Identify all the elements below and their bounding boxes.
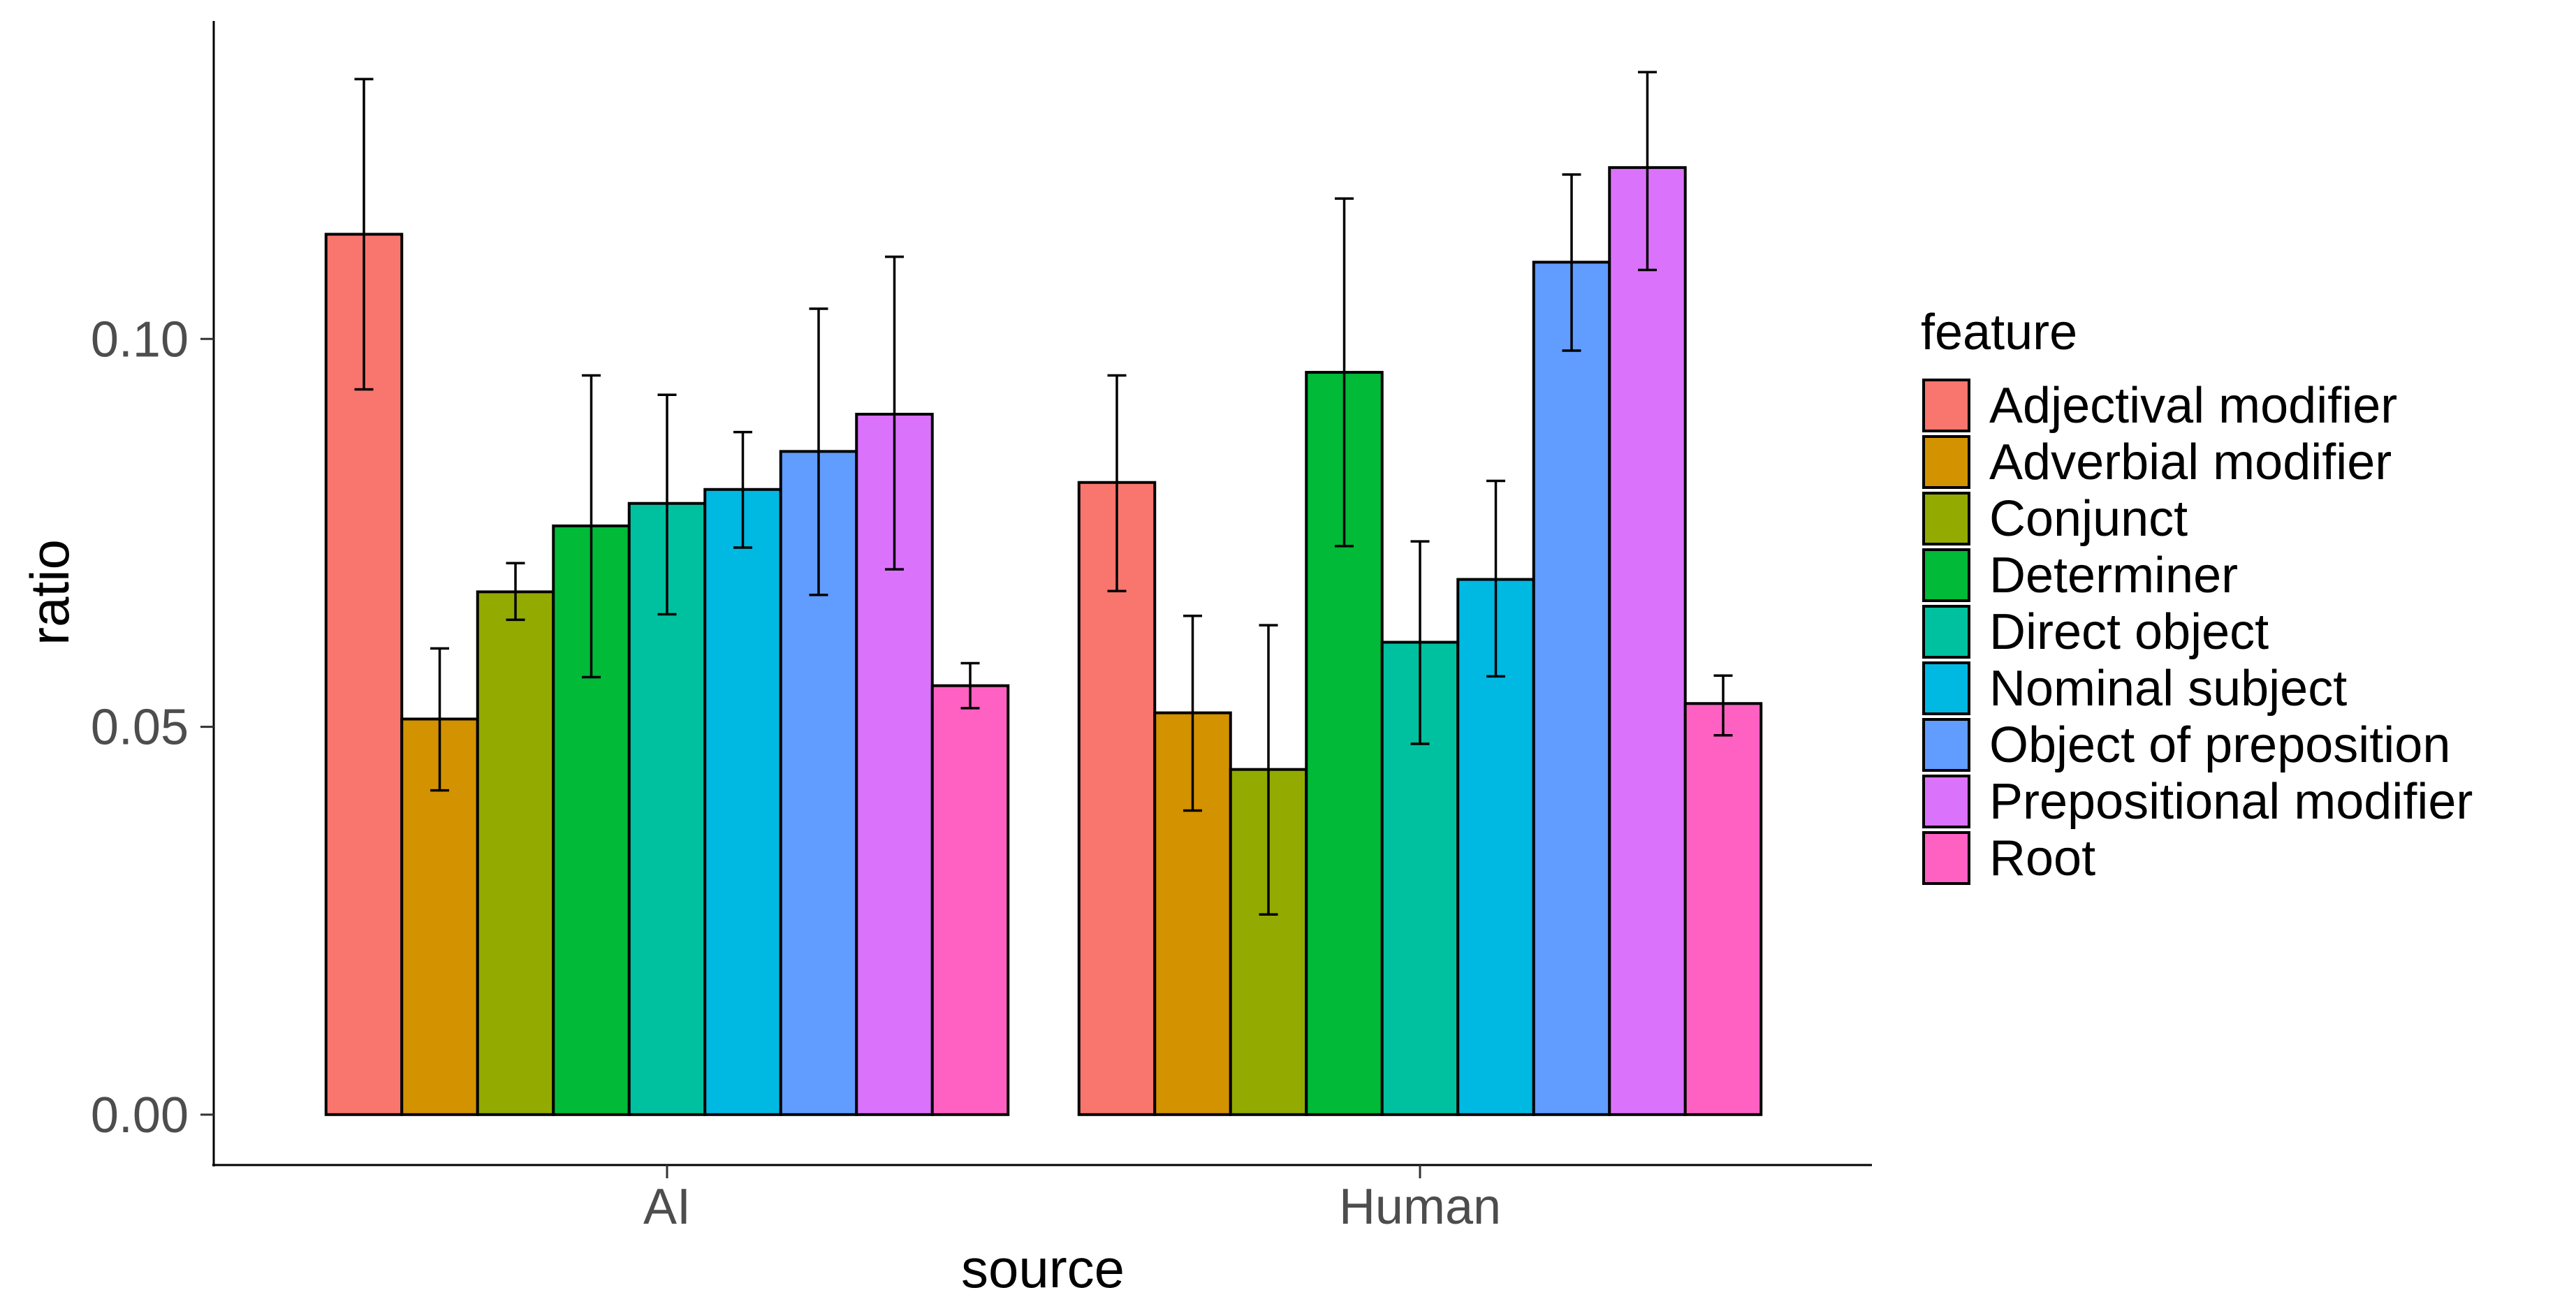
x-tick-label-ai: AI — [643, 1179, 691, 1235]
legend-key-determiner — [1922, 548, 1970, 602]
legend-item-direct-object: Direct object — [1922, 604, 2269, 660]
error-bar-ai-object-of-preposition — [809, 307, 828, 596]
x-tick-label-human: Human — [1339, 1179, 1501, 1235]
error-bar-ai-determiner — [582, 374, 601, 679]
legend-item-nominal-subject: Nominal subject — [1922, 661, 2347, 717]
error-bar-ai-nominal-subject — [733, 430, 752, 549]
x-ticks: AI Human — [643, 1165, 1501, 1235]
legend-item-adjectival-modifier: Adjectival modifier — [1922, 378, 2397, 434]
legend-key-direct-object — [1922, 605, 1970, 659]
legend-label: Root — [1989, 830, 2095, 886]
bar-human-object-of-preposition — [1532, 261, 1611, 1116]
error-bar-ai-prepositional-modifier — [885, 255, 904, 571]
error-bar-human-direct-object — [1410, 540, 1430, 745]
legend-label: Adverbial modifier — [1989, 434, 2392, 490]
axes — [212, 21, 1872, 1166]
error-bar-human-determiner — [1335, 197, 1354, 548]
legend-item-conjunct: Conjunct — [1922, 491, 2188, 547]
y-tick-label: 0.00 — [91, 1087, 189, 1143]
error-bar-ai-adverbial-modifier — [430, 647, 449, 792]
legend-label: Object of preposition — [1989, 717, 2450, 773]
error-bar-human-root — [1713, 674, 1733, 737]
y-ticks: 0.00 0.05 0.10 — [91, 312, 214, 1143]
legend-title: feature — [1921, 305, 2077, 360]
y-tick-label: 0.10 — [91, 312, 189, 367]
plot-area — [324, 71, 1763, 1116]
error-bar-ai-root — [960, 661, 980, 710]
legend-key-conjunct — [1922, 492, 1970, 545]
legend-item-determiner: Determiner — [1922, 548, 2238, 603]
y-axis-title: ratio — [19, 539, 80, 645]
error-bar-human-object-of-preposition — [1562, 173, 1581, 352]
legend-key-adverbial-modifier — [1922, 435, 1970, 489]
legend-key-nominal-subject — [1922, 661, 1970, 715]
legend-key-object-of-preposition — [1922, 718, 1970, 772]
error-bar-human-conjunct — [1259, 624, 1278, 916]
bar-human-root — [1683, 702, 1763, 1116]
legend-item-adverbial-modifier: Adverbial modifier — [1922, 434, 2392, 490]
error-bar-human-prepositional-modifier — [1638, 71, 1657, 272]
error-bar-human-adjectival-modifier — [1107, 374, 1127, 592]
error-bar-ai-conjunct — [506, 562, 525, 622]
error-bar-ai-adjectival-modifier — [354, 78, 374, 391]
bar-ai-root — [930, 684, 1010, 1116]
error-bar-ai-direct-object — [657, 393, 677, 616]
legend-item-prepositional-modifier: Prepositional modifier — [1922, 774, 2473, 830]
legend-label: Conjunct — [1989, 491, 2188, 547]
legend-key-prepositional-modifier — [1922, 775, 1970, 828]
bar-ai-conjunct — [476, 590, 555, 1116]
bar-ai-nominal-subject — [703, 488, 782, 1116]
legend-label: Prepositional modifier — [1989, 774, 2473, 830]
bar-human-prepositional-modifier — [1608, 166, 1687, 1116]
legend-item-root: Root — [1922, 830, 2095, 886]
legend-item-object-of-preposition: Object of preposition — [1922, 717, 2450, 773]
legend-label: Adjectival modifier — [1989, 378, 2397, 434]
x-axis-title: source — [961, 1238, 1125, 1299]
error-bar-human-nominal-subject — [1486, 479, 1505, 678]
legend-key-adjectival-modifier — [1922, 379, 1970, 432]
y-tick-label: 0.05 — [91, 700, 189, 756]
error-bar-human-adverbial-modifier — [1183, 615, 1202, 812]
legend-key-root — [1922, 831, 1970, 885]
legend-label: Direct object — [1989, 604, 2269, 660]
legend-label: Nominal subject — [1989, 661, 2347, 717]
legend-label: Determiner — [1989, 548, 2238, 603]
bar-ai-object-of-preposition — [779, 450, 858, 1116]
